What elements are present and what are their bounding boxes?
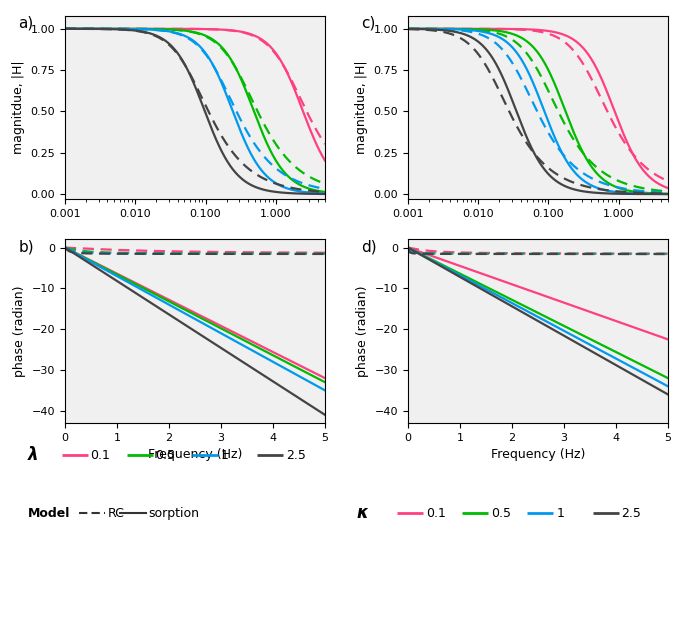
Text: 0.1: 0.1: [90, 449, 110, 462]
Text: 0.1: 0.1: [426, 507, 446, 519]
Text: 0.5: 0.5: [155, 449, 175, 462]
Y-axis label: phase (radian): phase (radian): [13, 285, 26, 377]
X-axis label: Frequency (Hz): Frequency (Hz): [148, 448, 242, 462]
Y-axis label: magnitdue, |H|: magnitdue, |H|: [355, 60, 368, 154]
Text: b): b): [18, 239, 34, 254]
X-axis label: Frequency (Hz): Frequency (Hz): [490, 448, 585, 462]
Text: λ: λ: [27, 447, 38, 464]
Text: κ: κ: [356, 504, 368, 522]
Text: RC: RC: [108, 507, 125, 519]
Text: Model: Model: [27, 507, 70, 519]
Text: d): d): [361, 239, 377, 254]
Text: 2.5: 2.5: [621, 507, 641, 519]
Y-axis label: phase (radian): phase (radian): [356, 285, 369, 377]
Text: 1: 1: [221, 449, 228, 462]
Text: c): c): [361, 16, 375, 30]
Text: a): a): [18, 16, 34, 30]
Text: 2.5: 2.5: [286, 449, 306, 462]
Y-axis label: magnitdue, |H|: magnitdue, |H|: [12, 60, 25, 154]
Text: 0.5: 0.5: [491, 507, 511, 519]
Text: sorption: sorption: [149, 507, 199, 519]
Text: 1: 1: [556, 507, 564, 519]
